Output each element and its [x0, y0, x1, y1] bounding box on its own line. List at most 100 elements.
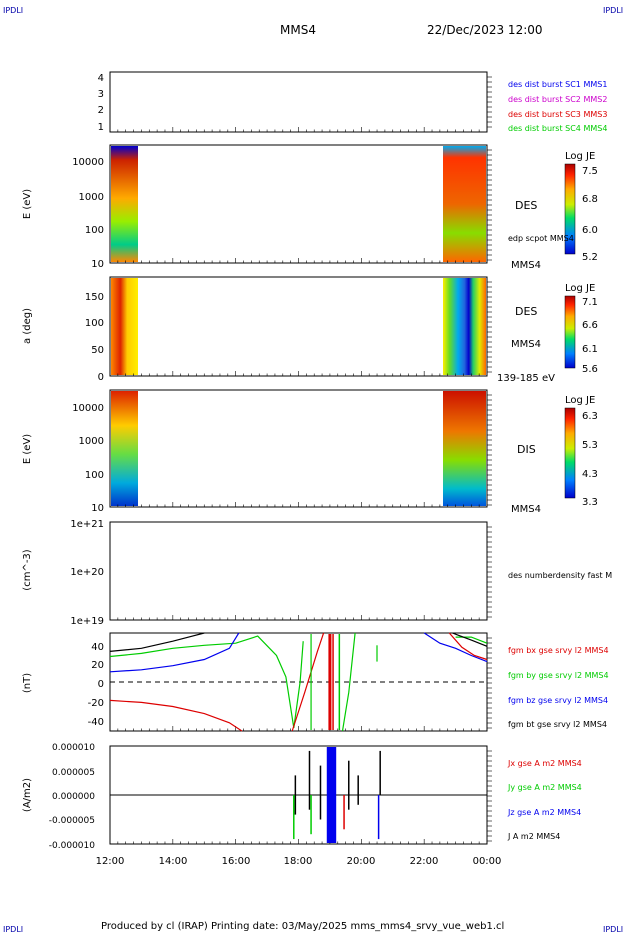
fgm-ytick-label: 0: [98, 679, 104, 690]
des-energy-heatmap-start: [111, 146, 138, 262]
dis-energy-colorbar-tick: 5.3: [582, 440, 598, 451]
des-pitch-ylabel: a (deg): [22, 308, 33, 344]
des-pitch-heatmap-start: [111, 278, 138, 375]
des-pitch-bottom-label: 139-185 eV: [497, 373, 555, 384]
des-energy-colorbar-tick: 7.5: [582, 166, 598, 177]
fgm-legend-by: fgm by gse srvy l2 MMS4: [508, 671, 609, 680]
dis-energy-colorbar-tick: 3.3: [582, 497, 598, 508]
fgm-ytick-label: -20: [88, 698, 104, 709]
des-pitch-colorbar-tick: 6.6: [582, 320, 598, 331]
des-pitch-ytick-label: 0: [98, 372, 104, 383]
dis-energy-bottom-label: MMS4: [511, 504, 541, 515]
corner-label-top-right: IPDLI: [603, 6, 623, 15]
density-ytick-label: 1e+19: [70, 616, 104, 627]
dis-energy-heatmap-end: [443, 391, 486, 506]
x-tick-label: 22:00: [410, 856, 439, 867]
des-energy-ytick-label: 100: [85, 225, 104, 236]
dis-energy-ytick-label: 1000: [79, 436, 104, 447]
dis-energy-colorbar-title: Log JE: [565, 395, 595, 406]
des-energy-colorbar-tick: 6.8: [582, 194, 598, 205]
fgm-series-line: [109, 632, 205, 652]
burst-legend-mms1: des dist burst SC1 MMS1: [508, 80, 607, 89]
des-pitch-colorbar-tick: 6.1: [582, 344, 598, 355]
current-ytick-label: -0.000010: [49, 841, 95, 851]
fgm-series-line: [452, 632, 488, 647]
x-tick-label: 20:00: [347, 856, 376, 867]
fgm-ytick-label: -40: [88, 717, 104, 728]
panel-burst-frame: [109, 71, 488, 133]
fgm-series-line: [341, 632, 356, 732]
dis-energy-ytick-label: 10: [91, 503, 104, 514]
current-jz-burst: [326, 747, 337, 843]
current-legend-jz: Jz gse A m2 MMS4: [507, 808, 581, 817]
dis-energy-ytick-label: 100: [85, 470, 104, 481]
des-energy-bottom-label: MMS4: [511, 260, 541, 271]
dis-energy-colorbar-tick: 4.3: [582, 469, 598, 480]
des-pitch-colorbar-title: Log JE: [565, 283, 595, 294]
x-tick-label: 00:00: [473, 856, 502, 867]
dis-energy-colorbar-tick: 6.3: [582, 411, 598, 422]
des-pitch-ytick-label: 150: [85, 292, 104, 303]
current-ytick-label: 0.000010: [52, 743, 95, 753]
x-tick-label: 14:00: [159, 856, 188, 867]
plot-dynamic-layer: [109, 76, 492, 844]
des-energy-colorbar-tick: 5.2: [582, 252, 598, 263]
des-pitch-heatmap-end: [443, 278, 486, 375]
des-energy-ytick-label: 1000: [79, 192, 104, 203]
footer-text: Produced by cl (IRAP) Printing date: 03/…: [101, 921, 504, 932]
des-energy-ytick-label: 10000: [72, 157, 104, 168]
des-energy-ylabel: E (eV): [22, 189, 33, 219]
corner-label-top-left: IPDLI: [3, 6, 23, 15]
density-ytick-label: 1e+20: [70, 567, 104, 578]
dis-energy-colorbar: [564, 407, 576, 499]
des-energy-colorbar-tick: 6.0: [582, 225, 598, 236]
burst-legend-mms4: des dist burst SC4 MMS4: [508, 124, 607, 133]
burst-legend-mms2: des dist burst SC2 MMS2: [508, 95, 607, 104]
dis-energy-ytick-label: 10000: [72, 403, 104, 414]
x-tick-label: 18:00: [284, 856, 313, 867]
current-ytick-label: -0.000005: [49, 816, 95, 826]
density-ylabel: (cm^-3): [22, 549, 33, 590]
fgm-legend-bz: fgm bz gse srvy l2 MMS4: [508, 696, 608, 705]
des-energy-sub-label: edp scpot MMS4: [508, 234, 574, 243]
fgm-ytick-label: 40: [91, 642, 104, 653]
fgm-legend-bt: fgm bt gse srvy l2 MMS4: [508, 720, 607, 729]
density-legend: des numberdensity fast M: [508, 571, 612, 580]
des-pitch-colorbar: [564, 295, 576, 369]
panel-des-pitch-frame: [109, 276, 488, 377]
dis-energy-ylabel: E (eV): [22, 434, 33, 464]
current-ylabel: (A/m2): [22, 778, 33, 812]
des-pitch-sub-label: MMS4: [511, 339, 541, 350]
current-legend-jx: Jx gse A m2 MMS4: [507, 759, 582, 768]
current-ytick-label: 0.000000: [52, 792, 95, 802]
des-energy-ytick-label: 10: [91, 259, 104, 270]
des-pitch-instrument-label: DES: [515, 305, 537, 318]
corner-label-bottom-right: IPDLI: [603, 925, 623, 934]
panel-dis-energy-frame: [109, 389, 488, 508]
dis-energy-heatmap-start: [111, 391, 138, 506]
des-pitch-colorbar-tick: 7.1: [582, 297, 598, 308]
fgm-legend-bx: fgm bx gse srvy l2 MMS4: [508, 646, 609, 655]
x-tick-label: 16:00: [222, 856, 251, 867]
des-pitch-ytick-label: 50: [91, 345, 104, 356]
x-tick-label: 12:00: [96, 856, 125, 867]
fgm-series-line: [109, 635, 304, 728]
burst-ytick-label: 3: [98, 89, 104, 100]
fgm-series-line: [109, 632, 240, 673]
des-pitch-colorbar-tick: 5.6: [582, 364, 598, 375]
fgm-series-line: [423, 632, 488, 663]
fgm-ytick-label: 20: [91, 660, 104, 671]
dis-energy-instrument-label: DIS: [517, 443, 536, 456]
current-legend-jy: Jy gse A m2 MMS4: [507, 783, 582, 792]
des-energy-colorbar-title: Log JE: [565, 151, 595, 162]
burst-ytick-label: 4: [98, 73, 104, 84]
burst-ytick-label: 2: [98, 105, 104, 116]
date-title: 22/Dec/2023 12:00: [427, 23, 543, 37]
fgm-series-line: [448, 632, 488, 661]
des-energy-colorbar: [564, 163, 576, 255]
burst-ytick-label: 1: [98, 122, 104, 133]
des-energy-instrument-label: DES: [515, 199, 537, 212]
fgm-series-line: [109, 699, 243, 732]
panel-des-energy-frame: [109, 144, 488, 264]
